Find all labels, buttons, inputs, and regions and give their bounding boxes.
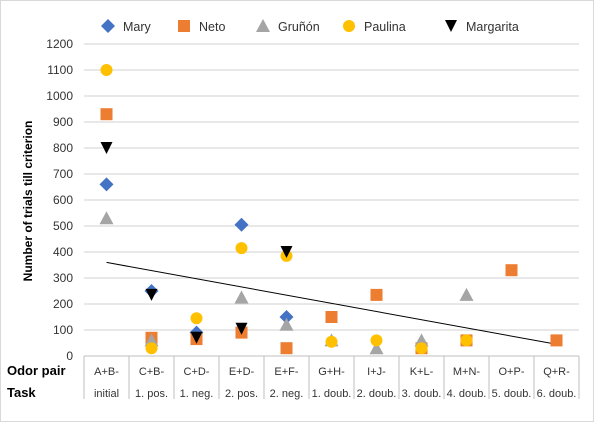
- data-point: [279, 317, 294, 331]
- trendline: [106, 261, 557, 345]
- legend-label: Margarita: [466, 20, 519, 34]
- data-point: [459, 287, 474, 301]
- data-point: [234, 290, 249, 304]
- data-point: [100, 142, 113, 154]
- category-task: 2. doub.: [357, 388, 397, 400]
- data-point: [370, 288, 383, 301]
- legend-marker: [445, 20, 457, 32]
- category-odor-pair: C+B-: [139, 366, 165, 378]
- y-tick-label: 100: [53, 323, 73, 337]
- series-paulina: [100, 64, 473, 355]
- legend-item: Neto: [178, 20, 225, 34]
- legend-marker: [256, 19, 270, 32]
- category-task: 1. pos.: [135, 388, 168, 400]
- data-point: [145, 288, 158, 301]
- category-odor-pair: I+J-: [367, 366, 386, 378]
- y-axis-ticks: 0 100 200 300 400 500 600 700 800 900 1000 1100 1200: [46, 37, 73, 363]
- data-point: [325, 311, 338, 323]
- category-task: 2. pos.: [225, 388, 258, 400]
- legend-item: Gruñón: [256, 19, 320, 34]
- series-margarita: [100, 142, 293, 344]
- y-tick-label: 1200: [46, 37, 73, 51]
- category-task: 5. doub.: [492, 388, 532, 400]
- category-task: 6. doub.: [537, 388, 577, 400]
- legend-item: Margarita: [445, 20, 519, 34]
- y-tick-label: 800: [53, 141, 73, 155]
- data-point: [99, 211, 114, 225]
- data-point: [100, 108, 113, 121]
- legend-marker: [101, 19, 115, 33]
- category-task: 3. doub.: [402, 388, 442, 400]
- data-point: [325, 335, 338, 348]
- data-point: [414, 333, 429, 347]
- category-odor-pair: E+F-: [274, 366, 298, 378]
- data-point: [144, 333, 159, 347]
- y-tick-label: 700: [53, 167, 73, 181]
- category-task: 4. doub.: [447, 388, 487, 400]
- data-point: [190, 312, 203, 325]
- data-points: [99, 64, 563, 355]
- legend-item: Paulina: [343, 20, 406, 34]
- category-odor-pair: K+L-: [410, 366, 434, 378]
- data-point: [235, 242, 248, 255]
- row-label-task: Task: [7, 385, 36, 400]
- legend-marker: [343, 20, 355, 32]
- category-task: 2. neg.: [270, 388, 304, 400]
- data-point: [99, 177, 114, 192]
- category-odor-pair: A+B-: [94, 366, 119, 378]
- legend-marker: [178, 20, 190, 32]
- legend-label: Gruñón: [278, 20, 320, 34]
- data-point: [280, 342, 293, 355]
- category-odor-pair: E+D-: [229, 366, 255, 378]
- data-point: [415, 342, 428, 355]
- data-point: [190, 331, 203, 344]
- category-task: 1. doub.: [312, 388, 352, 400]
- data-point: [460, 334, 473, 347]
- category-odor-pair: M+N-: [453, 366, 481, 378]
- row-label-odor-pair: Odor pair: [7, 363, 66, 378]
- gridlines: [84, 43, 579, 357]
- series-neto: [100, 108, 563, 355]
- category-odor-pair: O+P-: [499, 366, 525, 378]
- legend-label: Mary: [123, 20, 152, 34]
- category-table: A+B-initial C+B- 1. pos. C+D- 1. neg. E+D- 2. …: [7, 356, 580, 400]
- y-tick-label: 600: [53, 193, 73, 207]
- legend-label: Paulina: [364, 20, 406, 34]
- y-tick-label: 200: [53, 297, 73, 311]
- y-tick-label: 300: [53, 271, 73, 285]
- data-point: [234, 217, 249, 232]
- data-point: [100, 64, 113, 76]
- category-odor-pair: Q+R-: [543, 366, 570, 378]
- y-tick-label: 1000: [46, 89, 73, 103]
- trendline-path: [106, 261, 557, 345]
- category-task: 1. neg.: [180, 388, 214, 400]
- legend: Mary Neto Gruñón Paulina Margarita: [101, 19, 519, 34]
- data-point: [505, 264, 518, 277]
- data-point: [279, 310, 294, 324]
- data-point: [370, 334, 383, 347]
- data-point: [280, 246, 293, 258]
- data-point: [369, 341, 384, 355]
- y-tick-label: 400: [53, 245, 73, 259]
- category-task: initial: [94, 388, 119, 400]
- category-odor-pair: C+D-: [184, 366, 210, 378]
- category-odor-pair: G+H-: [318, 366, 345, 378]
- data-point: [235, 322, 248, 335]
- y-axis-label: Number of trials till criterion: [21, 121, 35, 282]
- y-tick-label: 1100: [47, 63, 73, 77]
- legend-item: Mary: [101, 19, 152, 34]
- data-point: [145, 342, 158, 355]
- y-tick-label: 500: [53, 219, 73, 233]
- y-tick-label: 0: [66, 349, 73, 363]
- data-point: [550, 334, 563, 347]
- y-tick-label: 900: [53, 115, 73, 129]
- legend-label: Neto: [199, 20, 225, 34]
